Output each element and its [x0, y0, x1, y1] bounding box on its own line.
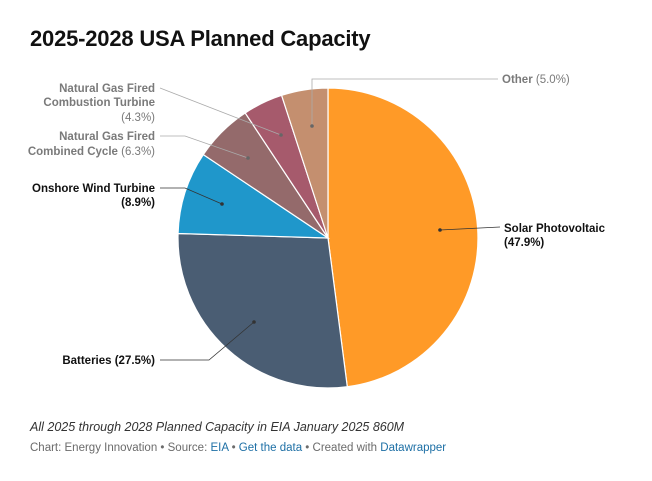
credit-source-label: Source:	[167, 442, 211, 454]
credit-created-with: Created with	[312, 442, 381, 454]
label-other-value: (5.0%)	[536, 74, 570, 86]
label-wind-value: (8.9%)	[121, 197, 155, 209]
chart-title: 2025-2028 USA Planned Capacity	[30, 26, 371, 51]
leader-line-wind	[160, 187, 223, 205]
label-ngcc-value: (6.3%)	[121, 146, 155, 158]
label-solar-name: Solar Photovoltaic	[504, 223, 606, 235]
pie-slice-onshore-wind-turbine	[177, 153, 331, 239]
leader-dot-batteries	[252, 320, 256, 324]
leader-line-solar	[439, 226, 501, 231]
pie-slices	[177, 87, 479, 389]
credit-author: Chart: Energy Innovation	[30, 442, 158, 454]
label-ngct-name-2: Combustion Turbine	[43, 97, 155, 109]
leader-lines	[160, 187, 501, 361]
label-solar-value: (47.9%)	[504, 237, 544, 249]
label-wind-name: Onshore Wind Turbine	[32, 183, 155, 195]
leader-line-other	[311, 78, 498, 126]
credit-separator: •	[302, 442, 313, 454]
label-ngct-name-1: Natural Gas Fired	[59, 83, 155, 95]
leader-dot-ngct	[279, 133, 283, 137]
source-link[interactable]: EIA	[210, 442, 229, 454]
credit-separator: •	[157, 442, 168, 454]
leader-line-ngct	[159, 87, 282, 136]
leader-dot-ngcc	[246, 156, 250, 160]
label-other-name: Other	[502, 74, 533, 86]
chart-note: All 2025 through 2028 Planned Capacity i…	[30, 420, 405, 434]
pie-slice-other	[280, 87, 329, 239]
label-ngcc-name-1: Natural Gas Fired	[59, 131, 155, 143]
pie-slice-solar-photovoltaic	[327, 87, 479, 388]
datawrapper-link[interactable]: Datawrapper	[380, 442, 447, 454]
label-ngct-value: (4.3%)	[121, 112, 155, 124]
chart-credits: Chart: Energy Innovation • Source: EIA •…	[30, 442, 446, 454]
label-ngcc-name-2: Combined Cycle (6.3%)	[28, 146, 155, 158]
leader-lines-light	[159, 78, 498, 159]
label-other: Other (5.0%)	[502, 74, 570, 86]
leader-dots	[220, 124, 442, 324]
credit-separator: •	[228, 442, 239, 454]
leader-dot-wind	[220, 202, 224, 206]
leader-dot-solar	[438, 228, 442, 232]
leader-line-batteries	[160, 321, 255, 361]
leader-line-ngcc	[160, 135, 249, 159]
get-data-link[interactable]: Get the data	[238, 442, 303, 454]
leader-dot-other	[310, 124, 314, 128]
pie-slice-batteries	[177, 232, 348, 389]
label-batteries: Batteries (27.5%)	[62, 355, 155, 367]
label-ngcc-name-2a: Combined Cycle	[28, 146, 118, 158]
